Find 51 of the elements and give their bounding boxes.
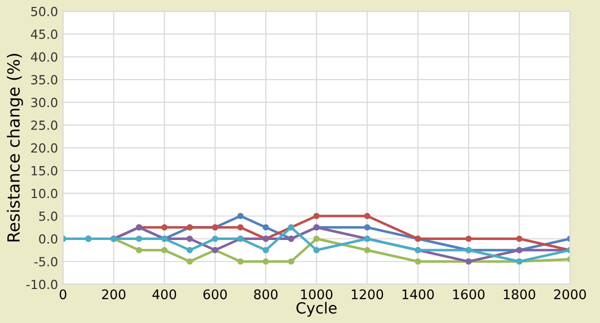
y-tick-label: 0.0 — [39, 234, 58, 244]
y-axis-title: Resistance change (%) — [6, 54, 24, 242]
y-tick-label: 15.0 — [32, 166, 58, 176]
x-tick-label: 1200 — [352, 289, 384, 300]
point — [414, 258, 422, 265]
y-tick-label: 5.0 — [39, 211, 58, 221]
y-tick-label: 20.0 — [31, 143, 58, 153]
point — [186, 258, 193, 265]
y-tick-label: -10.0 — [26, 280, 58, 290]
x-tick-label: 1000 — [301, 289, 332, 300]
x-tick-label: 200 — [102, 289, 126, 300]
point — [186, 236, 193, 242]
point — [161, 224, 168, 231]
point — [262, 258, 269, 265]
y-tick-label: 50.0 — [31, 6, 58, 16]
y-tick-label: 40.0 — [30, 52, 58, 62]
point — [465, 236, 472, 242]
point — [136, 247, 142, 254]
point — [237, 224, 244, 231]
point — [237, 258, 244, 265]
y-tick-label: 30.0 — [31, 98, 58, 108]
x-tick-label: 0 — [60, 289, 66, 300]
x-tick-label: 600 — [203, 289, 227, 300]
point — [161, 247, 168, 254]
x-tick-label: 1800 — [504, 289, 536, 300]
point — [262, 224, 269, 231]
point — [288, 258, 294, 265]
x-tick-label: 2000 — [554, 289, 586, 300]
y-tick-label: 35.0 — [31, 75, 58, 84]
point — [212, 236, 218, 242]
point — [313, 236, 320, 242]
y-tick-label: 10.0 — [32, 188, 58, 198]
y-tick-label: 45.0 — [30, 30, 58, 39]
point — [364, 224, 370, 231]
y-tick-label: 25.0 — [31, 120, 58, 130]
point — [262, 247, 269, 254]
point — [364, 247, 370, 254]
x-axis-title: Cycle — [296, 302, 337, 317]
x-tick-label: 800 — [254, 289, 278, 300]
x-tick-label: 1600 — [453, 289, 485, 300]
point — [237, 212, 244, 220]
point — [186, 247, 193, 254]
point — [516, 236, 522, 242]
y-tick-label: -5.0 — [34, 256, 58, 266]
line-series — [63, 224, 570, 265]
point — [136, 236, 142, 242]
point — [313, 247, 320, 254]
point — [313, 212, 320, 220]
point — [364, 212, 370, 220]
x-tick-label: 1400 — [402, 289, 434, 300]
x-tick-label: 400 — [152, 289, 176, 300]
